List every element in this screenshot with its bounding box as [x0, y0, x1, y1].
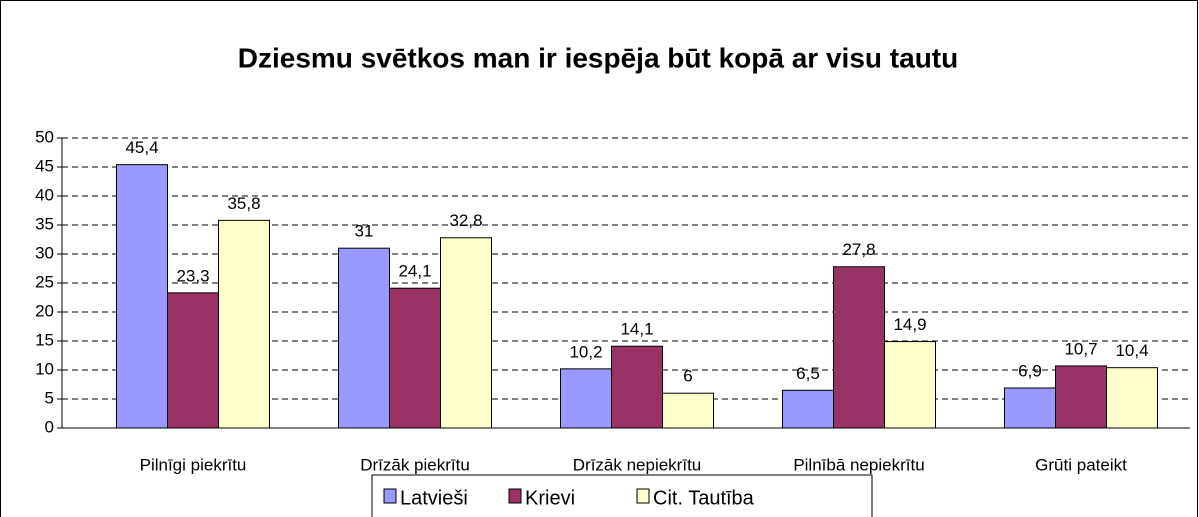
legend-swatch [508, 488, 522, 504]
y-tick-label: 45 [35, 156, 54, 175]
bar [389, 287, 441, 429]
bar [1106, 367, 1158, 429]
data-label: 10,4 [1115, 341, 1148, 360]
bar [1055, 365, 1107, 429]
data-label: 31 [355, 222, 374, 241]
data-label: 6,9 [1018, 361, 1042, 380]
bar [440, 237, 492, 429]
legend-swatch [383, 488, 397, 504]
y-tick-label: 35 [35, 214, 54, 233]
legend-label: Cit. Tautība [653, 487, 755, 509]
bar [884, 341, 936, 429]
bar [662, 392, 714, 429]
data-label: 35,8 [227, 194, 260, 213]
y-tick-label: 40 [35, 185, 54, 204]
y-tick-label: 20 [35, 301, 54, 320]
bar [611, 345, 663, 429]
y-tick-label: 10 [35, 359, 54, 378]
x-tick-label: Grūti pateikt [1035, 455, 1127, 474]
bar [218, 219, 270, 429]
data-label: 10,7 [1064, 339, 1097, 358]
legend-label: Krievi [525, 487, 575, 509]
chart-title: Dziesmu svētkos man ir iespēja būt kopā … [238, 42, 958, 73]
data-label: 6,5 [796, 364, 820, 383]
y-tick-label: 50 [35, 127, 54, 146]
bar [560, 368, 612, 429]
y-tick-label: 25 [35, 272, 54, 291]
y-tick-label: 5 [45, 388, 54, 407]
y-tick-label: 30 [35, 243, 54, 262]
x-tick-label: Drīzāk piekrītu [360, 455, 470, 474]
data-label: 6 [683, 367, 692, 386]
data-label: 32,8 [449, 211, 482, 230]
bar [116, 164, 168, 429]
data-label: 23,3 [176, 266, 209, 285]
bar [1004, 387, 1056, 429]
data-label: 24,1 [398, 262, 431, 281]
legend-label: Latvieši [400, 487, 468, 509]
x-tick-label: Pilnīgi piekrītu [140, 455, 247, 474]
y-tick-label: 15 [35, 330, 54, 349]
data-label: 27,8 [842, 240, 875, 259]
bar [782, 389, 834, 429]
bar [167, 292, 219, 429]
legend-box [371, 474, 873, 517]
x-tick-label: Pilnībā nepiekrītu [793, 455, 924, 474]
bar [338, 247, 390, 429]
bar [833, 266, 885, 429]
data-label: 45,4 [125, 138, 158, 157]
y-tick-label: 0 [45, 417, 54, 436]
data-label: 10,2 [569, 342, 602, 361]
data-label: 14,1 [620, 320, 653, 339]
data-label: 14,9 [893, 315, 926, 334]
x-tick-label: Drīzāk nepiekrītu [573, 455, 702, 474]
legend-swatch [636, 488, 650, 504]
